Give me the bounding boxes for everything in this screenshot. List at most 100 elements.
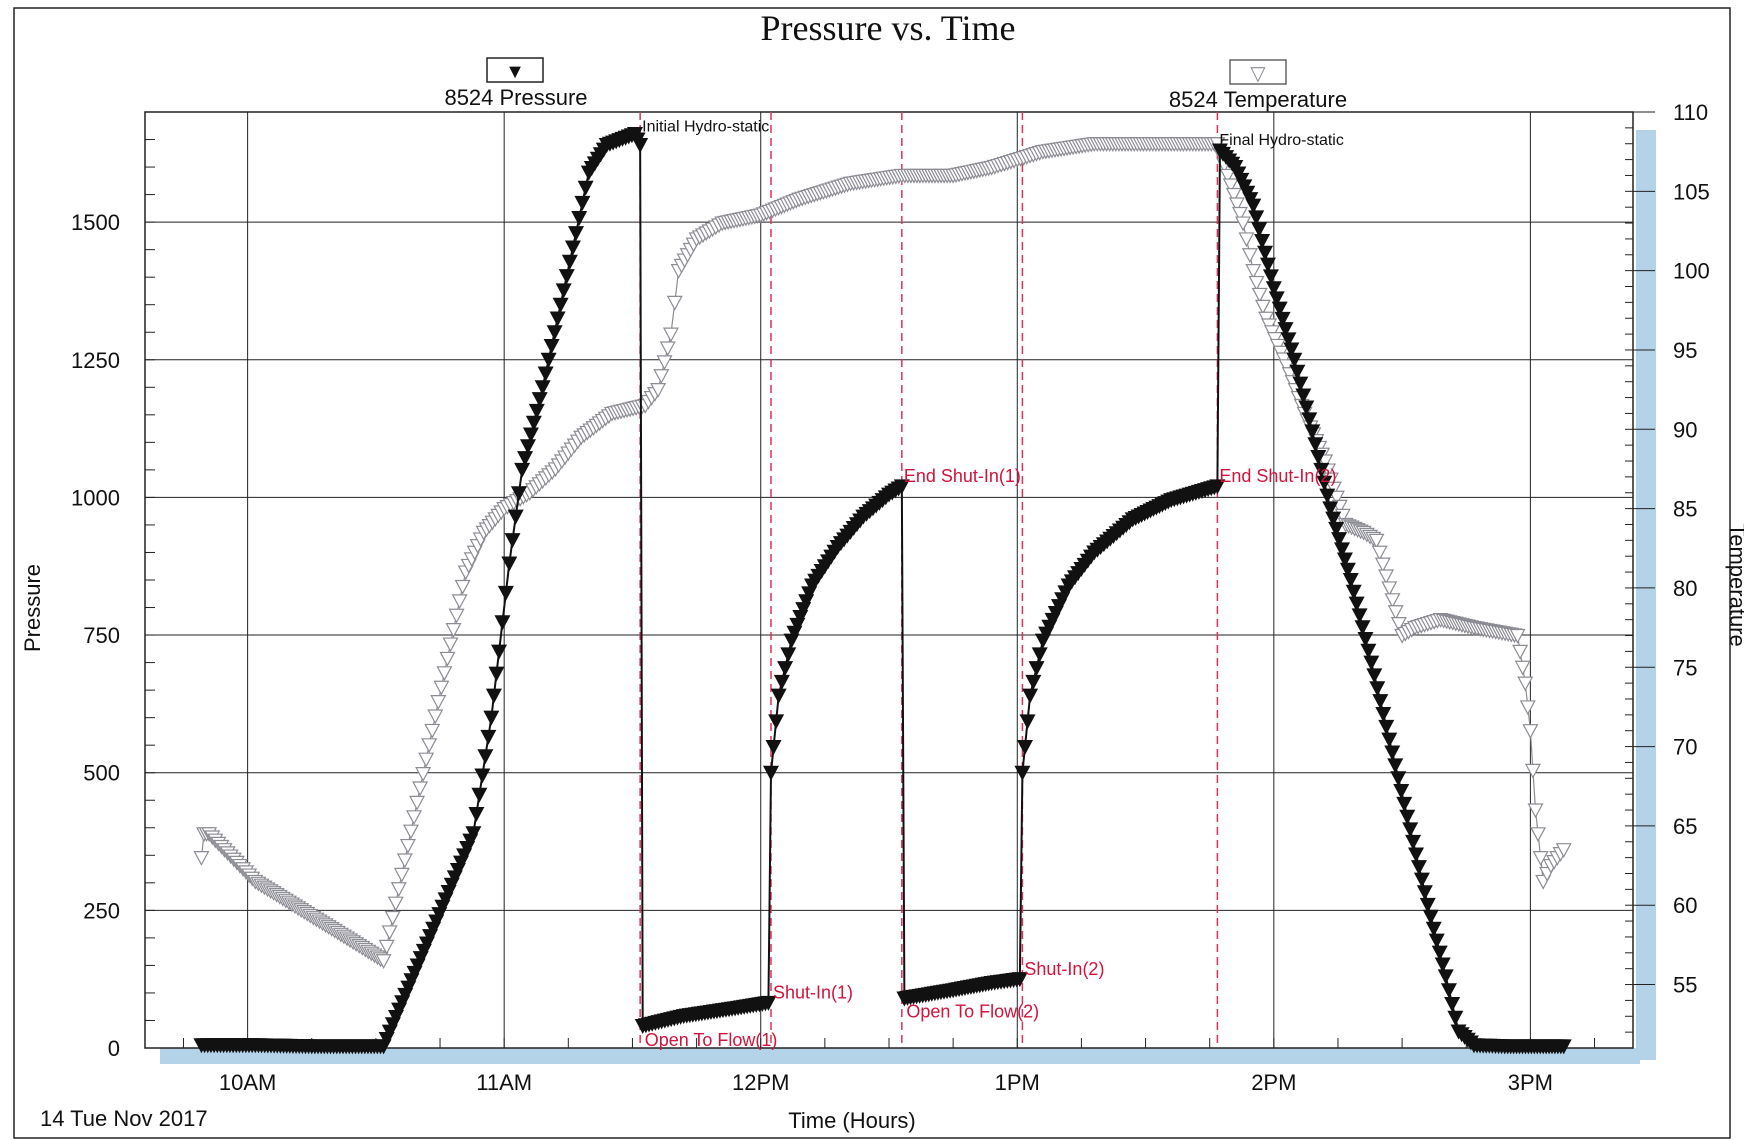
- temperature-point: [1522, 724, 1539, 739]
- pressure-point: [519, 439, 536, 455]
- pressure-point: [1257, 245, 1274, 261]
- pressure-point: [1351, 608, 1368, 624]
- y-tick-label: 1250: [71, 348, 120, 373]
- pressure-point: [528, 403, 545, 419]
- pressure-point: [1014, 765, 1031, 781]
- temperature-point: [1512, 644, 1529, 660]
- temperature-point: [1514, 660, 1531, 676]
- temperature-point: [1555, 843, 1572, 858]
- y2-tick-label: 60: [1673, 893, 1697, 918]
- pressure-point: [564, 240, 581, 256]
- temperature-point: [1509, 628, 1526, 644]
- pressure-point: [1360, 643, 1377, 659]
- y2-tick-label: 65: [1673, 814, 1697, 839]
- y2-tick-label: 55: [1673, 973, 1697, 998]
- pressure-point: [1209, 479, 1226, 495]
- pressure-point: [531, 392, 548, 408]
- pressure-point: [1304, 424, 1321, 440]
- pressure-point: [1393, 784, 1410, 800]
- temperature-point: [448, 608, 465, 624]
- pressure-point: [1248, 210, 1265, 226]
- pressure-point: [546, 325, 563, 341]
- pressure-point: [537, 366, 554, 382]
- pressure-point: [1245, 198, 1262, 214]
- pressure-point: [1333, 542, 1350, 558]
- temperature-point: [1390, 617, 1407, 632]
- temperature-point: [387, 896, 404, 912]
- temperature-point: [384, 910, 401, 926]
- legend-pressure-marker-icon: ▼: [505, 61, 525, 83]
- pressure-point: [1345, 584, 1362, 600]
- pressure-point: [1025, 674, 1042, 690]
- y-tick-label: 500: [83, 761, 120, 786]
- temperature-point: [421, 738, 438, 754]
- pressure-point: [1378, 719, 1395, 735]
- x-tick-label: 2PM: [1251, 1070, 1296, 1095]
- pressure-point: [1011, 972, 1028, 988]
- pressure-point: [1437, 969, 1454, 985]
- pressure-point: [540, 352, 557, 368]
- y2-tick-label: 95: [1673, 338, 1697, 363]
- temperature-point: [1384, 593, 1401, 609]
- pressure-point: [893, 479, 910, 495]
- pressure-point: [525, 415, 542, 431]
- pressure-point: [1434, 957, 1451, 973]
- temperature-point: [1381, 581, 1398, 597]
- pressure-point: [1366, 668, 1383, 684]
- pressure-point: [555, 283, 572, 299]
- pressure-point: [1325, 511, 1342, 527]
- y2-tick-label: 70: [1673, 735, 1697, 760]
- pressure-point: [1416, 885, 1433, 901]
- pressure-point: [1348, 596, 1365, 612]
- pressure-point: [1259, 257, 1276, 273]
- temperature-point: [1225, 187, 1242, 203]
- flow-label: Open To Flow(2): [906, 1001, 1039, 1021]
- temperature-point: [1527, 803, 1544, 819]
- plot-area: 0 250 500 750 1000 1250 1500 55 60 65 70 75 80 85 90 95…: [71, 100, 1710, 1095]
- x-axis-title: Time (Hours): [788, 1108, 916, 1133]
- pressure-point: [1295, 388, 1312, 404]
- pressure-point: [471, 787, 488, 803]
- pressure-point: [561, 254, 578, 270]
- temperature-point: [439, 651, 456, 667]
- temperature-point: [454, 579, 471, 595]
- pressure-point: [1402, 822, 1419, 838]
- temperature-point: [1368, 533, 1385, 549]
- temperature-point: [405, 810, 423, 826]
- pressure-point: [465, 826, 482, 842]
- pressure-point: [1022, 688, 1039, 704]
- right-shade: [1636, 130, 1656, 1060]
- pressure-point: [1372, 694, 1389, 710]
- pressure-point: [1331, 532, 1348, 548]
- x-tick-label: 1PM: [995, 1070, 1040, 1095]
- legend-pressure: ▼ 8524 Pressure: [444, 57, 588, 110]
- y2-tick-label: 90: [1673, 417, 1697, 442]
- pressure-point: [1339, 562, 1356, 578]
- pressure-point: [1313, 462, 1330, 478]
- temperature-point: [415, 767, 432, 782]
- pressure-point: [1277, 322, 1294, 338]
- temperature-point: [427, 709, 444, 725]
- pressure-point: [1274, 311, 1291, 327]
- x-tick-label: 11AM: [476, 1070, 532, 1095]
- temperature-point: [1530, 827, 1547, 843]
- pressure-point: [577, 180, 594, 196]
- pressure-point: [1428, 933, 1445, 949]
- pressure-point: [571, 210, 588, 226]
- pressure-point: [1369, 681, 1386, 697]
- temperature-point: [1228, 197, 1245, 213]
- temperature-point: [378, 939, 395, 955]
- temperature-point: [1251, 287, 1268, 303]
- pressure-point: [488, 666, 505, 682]
- pressure-point: [477, 749, 494, 765]
- pressure-point: [780, 647, 797, 663]
- y2-tick-label: 110: [1673, 100, 1708, 125]
- temperature-point: [1328, 490, 1345, 506]
- pressure-point: [510, 486, 527, 502]
- temperature-point: [1524, 763, 1541, 779]
- pressure-point: [1254, 233, 1271, 249]
- temperature-point: [412, 781, 429, 797]
- pressure-point: [574, 195, 591, 211]
- pressure-point: [1251, 222, 1268, 238]
- y-tick-label: 750: [83, 623, 120, 648]
